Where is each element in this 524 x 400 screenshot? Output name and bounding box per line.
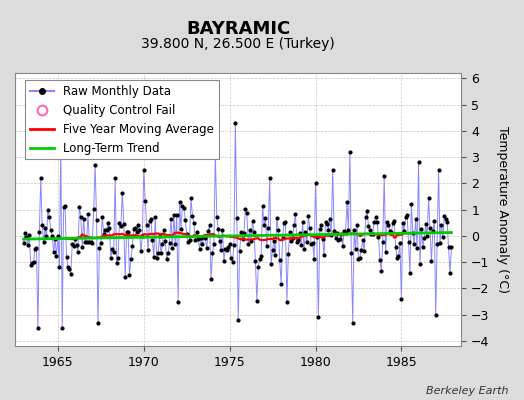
Text: BAYRAMIC: BAYRAMIC	[186, 20, 290, 38]
Y-axis label: Temperature Anomaly (°C): Temperature Anomaly (°C)	[496, 126, 509, 293]
Legend: Raw Monthly Data, Quality Control Fail, Five Year Moving Average, Long-Term Tren: Raw Monthly Data, Quality Control Fail, …	[25, 80, 219, 160]
Title: 39.800 N, 26.500 E (Turkey): 39.800 N, 26.500 E (Turkey)	[141, 37, 335, 51]
Text: Berkeley Earth: Berkeley Earth	[426, 386, 508, 396]
